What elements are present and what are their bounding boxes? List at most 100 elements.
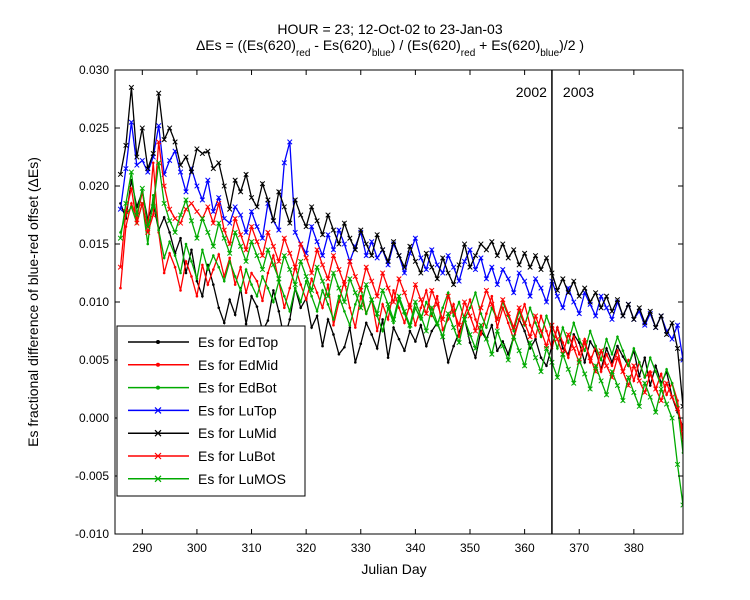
- data-point: [244, 322, 248, 326]
- data-point: [474, 318, 477, 321]
- x-tick-label: 350: [460, 541, 480, 555]
- data-point: [319, 262, 326, 268]
- data-point: [303, 223, 309, 230]
- data-point: [440, 255, 446, 261]
- data-point: [516, 348, 522, 354]
- data-point: [194, 146, 200, 152]
- legend-label: Es for EdTop: [198, 334, 278, 350]
- data-point: [669, 415, 675, 421]
- data-point: [374, 293, 380, 299]
- data-point: [166, 218, 173, 224]
- data-point: [123, 200, 129, 207]
- data-point: [321, 344, 324, 348]
- data-point: [397, 337, 401, 341]
- data-point: [489, 239, 495, 245]
- data-point: [478, 322, 484, 328]
- data-point: [369, 239, 375, 245]
- data-point: [194, 235, 200, 241]
- data-point: [620, 368, 626, 375]
- data-point: [265, 247, 271, 253]
- data-point: [363, 264, 369, 270]
- data-point: [490, 323, 494, 327]
- data-point: [521, 363, 528, 369]
- x-tick-label: 290: [132, 541, 152, 555]
- data-point: [461, 299, 468, 305]
- data-point: [425, 344, 428, 348]
- data-point: [205, 177, 211, 183]
- data-point: [576, 293, 582, 299]
- data-point: [603, 363, 610, 369]
- data-point: [354, 361, 357, 364]
- data-point: [123, 142, 129, 149]
- legend-label: Es for LuBot: [198, 448, 275, 464]
- legend-label: Es for LuMid: [198, 425, 277, 441]
- data-point: [392, 326, 395, 329]
- data-point: [418, 313, 424, 319]
- data-point: [472, 328, 479, 334]
- data-point: [603, 293, 610, 299]
- data-point: [299, 306, 302, 310]
- data-point: [461, 258, 468, 265]
- data-point: [272, 300, 275, 304]
- data-point: [446, 361, 450, 364]
- data-point: [565, 290, 571, 296]
- data-point: [386, 356, 390, 359]
- data-point: [461, 316, 468, 323]
- data-point: [588, 340, 592, 343]
- data-point: [483, 276, 490, 282]
- data-point: [281, 252, 287, 259]
- data-point: [561, 347, 565, 350]
- data-point: [308, 223, 315, 230]
- series-line: [119, 141, 683, 430]
- data-point: [445, 252, 451, 259]
- data-point: [457, 300, 461, 304]
- data-point: [358, 227, 364, 233]
- data-point: [276, 189, 282, 195]
- data-point: [237, 243, 244, 249]
- x-tick-label: 380: [624, 541, 644, 555]
- data-point: [347, 276, 353, 282]
- legend-entry: Es for LuMOS: [128, 471, 286, 487]
- data-point: [325, 232, 331, 238]
- data-point: [434, 301, 440, 307]
- data-point: [237, 212, 244, 218]
- data-point: [583, 361, 586, 364]
- data-point: [381, 318, 384, 321]
- data-point: [392, 289, 395, 292]
- data-point: [605, 337, 608, 341]
- data-point: [576, 357, 582, 363]
- data-point: [647, 371, 653, 377]
- data-point: [341, 241, 348, 247]
- data-point: [303, 273, 309, 280]
- data-point: [588, 329, 592, 333]
- data-point: [609, 316, 615, 323]
- data-point: [680, 502, 683, 508]
- data-point: [195, 279, 199, 283]
- data-point: [653, 409, 659, 415]
- data-point: [396, 252, 402, 259]
- data-point: [250, 271, 253, 275]
- data-point: [303, 255, 309, 261]
- data-point: [341, 299, 348, 305]
- year-label-2003: 2003: [563, 84, 594, 100]
- data-point: [298, 212, 304, 218]
- data-point: [161, 200, 167, 207]
- data-point: [201, 294, 204, 298]
- data-point: [237, 189, 244, 195]
- data-point: [359, 342, 363, 346]
- data-point: [456, 278, 462, 284]
- data-point: [314, 239, 320, 245]
- data-point: [489, 351, 495, 357]
- data-point: [556, 347, 559, 350]
- data-point: [467, 313, 473, 319]
- data-point: [248, 194, 255, 201]
- data-point: [363, 241, 369, 247]
- data-point: [511, 247, 517, 253]
- data-point: [243, 247, 249, 253]
- data-point: [390, 316, 397, 323]
- y-tick-label: 0.010: [79, 295, 109, 309]
- data-point: [456, 262, 462, 268]
- data-point: [184, 260, 188, 263]
- data-point: [539, 314, 543, 318]
